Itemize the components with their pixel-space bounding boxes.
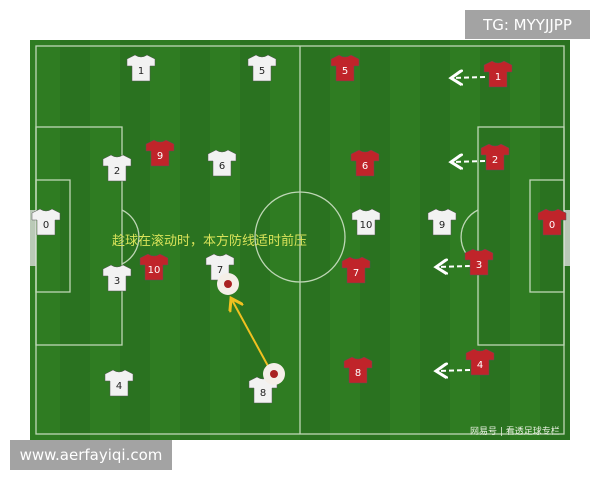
red-player: 9 (145, 139, 175, 167)
jersey-icon (480, 143, 510, 171)
jersey-number: 4 (116, 381, 122, 392)
pressing-arrow (453, 77, 486, 78)
jersey-number: 1 (138, 66, 144, 77)
red-player: 6 (350, 149, 380, 177)
red-player: 0 (537, 208, 567, 236)
jersey-number: 5 (342, 66, 348, 77)
jersey-icon (102, 264, 132, 292)
jersey-icon (350, 149, 380, 177)
white-player: 5 (247, 54, 277, 82)
jersey-icon (464, 248, 494, 276)
pressing-arrow (438, 266, 471, 267)
jersey-icon (343, 356, 373, 384)
jersey-number: 3 (476, 260, 482, 271)
pressing-arrow (453, 161, 486, 162)
red-player: 2 (480, 143, 510, 171)
white-player: 9 (427, 208, 457, 236)
jersey-icon (102, 154, 132, 182)
jersey-number: 6 (219, 161, 225, 172)
white-player: 10 (351, 208, 381, 236)
red-player: 3 (464, 248, 494, 276)
jersey-number: 7 (353, 268, 359, 279)
white-player: 4 (104, 369, 134, 397)
watermark: 网易号 | 看透足球专栏 (470, 425, 560, 437)
jersey-icon (465, 348, 495, 376)
right-goal (564, 210, 570, 266)
tg-label: TG: MYYJJPP (465, 10, 590, 39)
jersey-number: 10 (360, 220, 373, 231)
jersey-icon (427, 208, 457, 236)
jersey-number: 10 (148, 265, 161, 276)
jersey-icon (31, 208, 61, 236)
jersey-number: 3 (114, 276, 120, 287)
white-player: 3 (102, 264, 132, 292)
ball (217, 273, 239, 295)
site-label: www.aerfayiqi.com (10, 440, 172, 470)
red-player: 4 (465, 348, 495, 376)
jersey-number: 5 (259, 66, 265, 77)
tactics-pitch: 1 5 2 6 0 3 7 4 8 10 9 5 1 9 6 2 0 10 7 3 8 4 趁球在滚动时，本方防线适时前压… (30, 40, 570, 440)
jersey-number: 7 (217, 265, 223, 276)
jersey-icon (537, 208, 567, 236)
white-player: 6 (207, 149, 237, 177)
red-player: 7 (341, 256, 371, 284)
caption: 趁球在滚动时，本方防线适时前压 (112, 233, 307, 249)
red-player: 8 (343, 356, 373, 384)
jersey-icon (483, 60, 513, 88)
jersey-icon (139, 253, 169, 281)
jersey-icon (207, 149, 237, 177)
jersey-icon (126, 54, 156, 82)
jersey-icon (104, 369, 134, 397)
jersey-number: 2 (492, 155, 498, 166)
jersey-number: 9 (439, 220, 445, 231)
jersey-icon (351, 208, 381, 236)
jersey-icon (341, 256, 371, 284)
pass-arrow (232, 300, 269, 367)
red-player: 10 (139, 253, 169, 281)
jersey-number: 8 (355, 368, 361, 379)
jersey-number: 4 (477, 360, 483, 371)
red-player: 5 (330, 54, 360, 82)
red-player: 1 (483, 60, 513, 88)
white-player: 2 (102, 154, 132, 182)
jersey-icon (145, 139, 175, 167)
ball (263, 363, 285, 385)
jersey-icon (247, 54, 277, 82)
jersey-number: 6 (362, 161, 368, 172)
jersey-number: 0 (43, 220, 49, 231)
jersey-number: 8 (260, 388, 266, 399)
jersey-number: 9 (157, 151, 163, 162)
jersey-number: 0 (549, 220, 555, 231)
pressing-arrow (438, 370, 471, 371)
left-goal (30, 210, 36, 266)
white-player: 0 (31, 208, 61, 236)
jersey-number: 1 (495, 72, 501, 83)
jersey-number: 2 (114, 166, 120, 177)
jersey-icon (330, 54, 360, 82)
white-player: 1 (126, 54, 156, 82)
